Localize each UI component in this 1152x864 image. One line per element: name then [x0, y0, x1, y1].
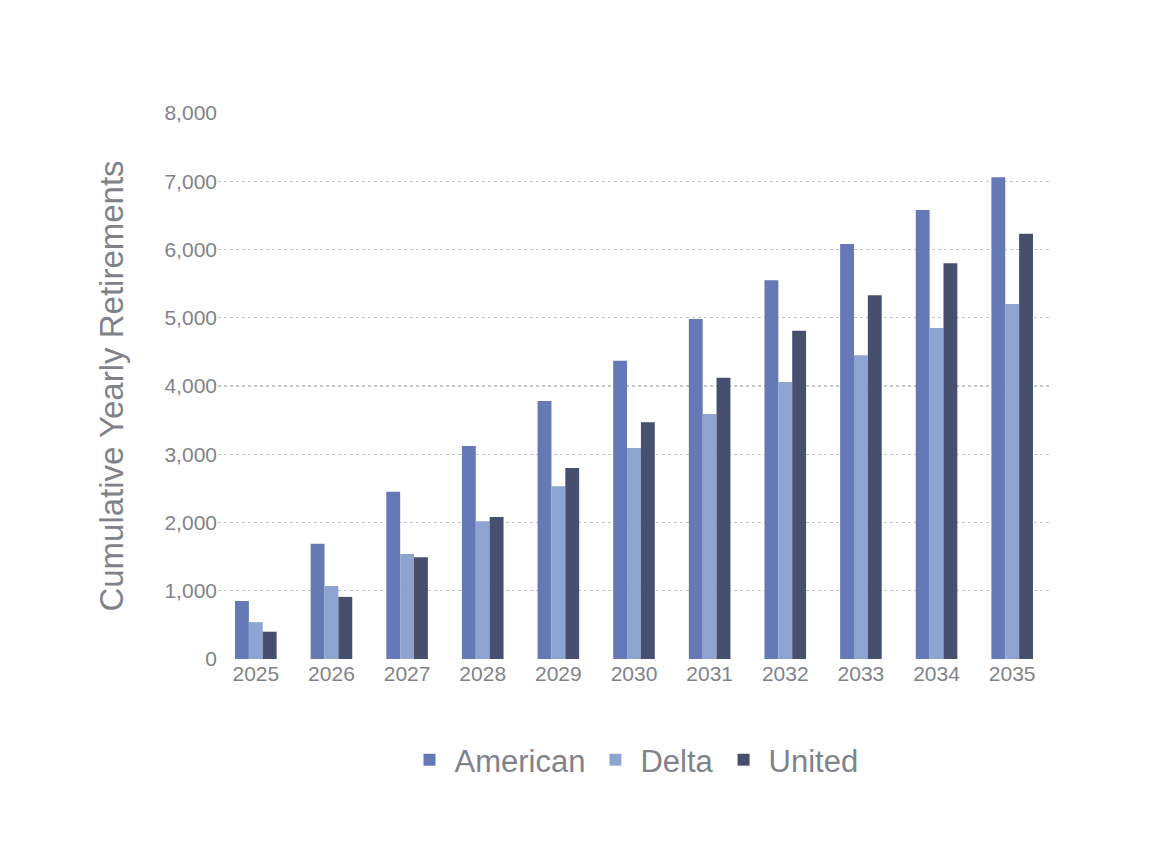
svg-text:6,000: 6,000 [164, 238, 217, 261]
svg-text:Delta: Delta [640, 744, 713, 779]
svg-text:3,000: 3,000 [164, 443, 217, 466]
svg-text:2033: 2033 [838, 662, 885, 685]
svg-text:8,000: 8,000 [164, 101, 217, 124]
svg-text:2031: 2031 [686, 662, 733, 685]
svg-text:2032: 2032 [762, 662, 809, 685]
svg-text:United: United [769, 744, 859, 779]
svg-text:American: American [455, 744, 586, 779]
svg-text:2030: 2030 [611, 662, 658, 685]
svg-text:5,000: 5,000 [164, 306, 217, 329]
svg-text:2028: 2028 [459, 662, 506, 685]
svg-text:2035: 2035 [989, 662, 1036, 685]
svg-text:2027: 2027 [384, 662, 431, 685]
svg-text:1,000: 1,000 [164, 579, 217, 602]
svg-text:2025: 2025 [232, 662, 279, 685]
svg-text:Cumulative Yearly Retirements: Cumulative Yearly Retirements [93, 160, 130, 611]
svg-text:4,000: 4,000 [164, 374, 217, 397]
svg-text:2029: 2029 [535, 662, 582, 685]
svg-text:0: 0 [205, 647, 217, 670]
svg-text:2026: 2026 [308, 662, 355, 685]
svg-text:2034: 2034 [913, 662, 960, 685]
svg-text:7,000: 7,000 [164, 170, 217, 193]
svg-text:2,000: 2,000 [164, 511, 217, 534]
